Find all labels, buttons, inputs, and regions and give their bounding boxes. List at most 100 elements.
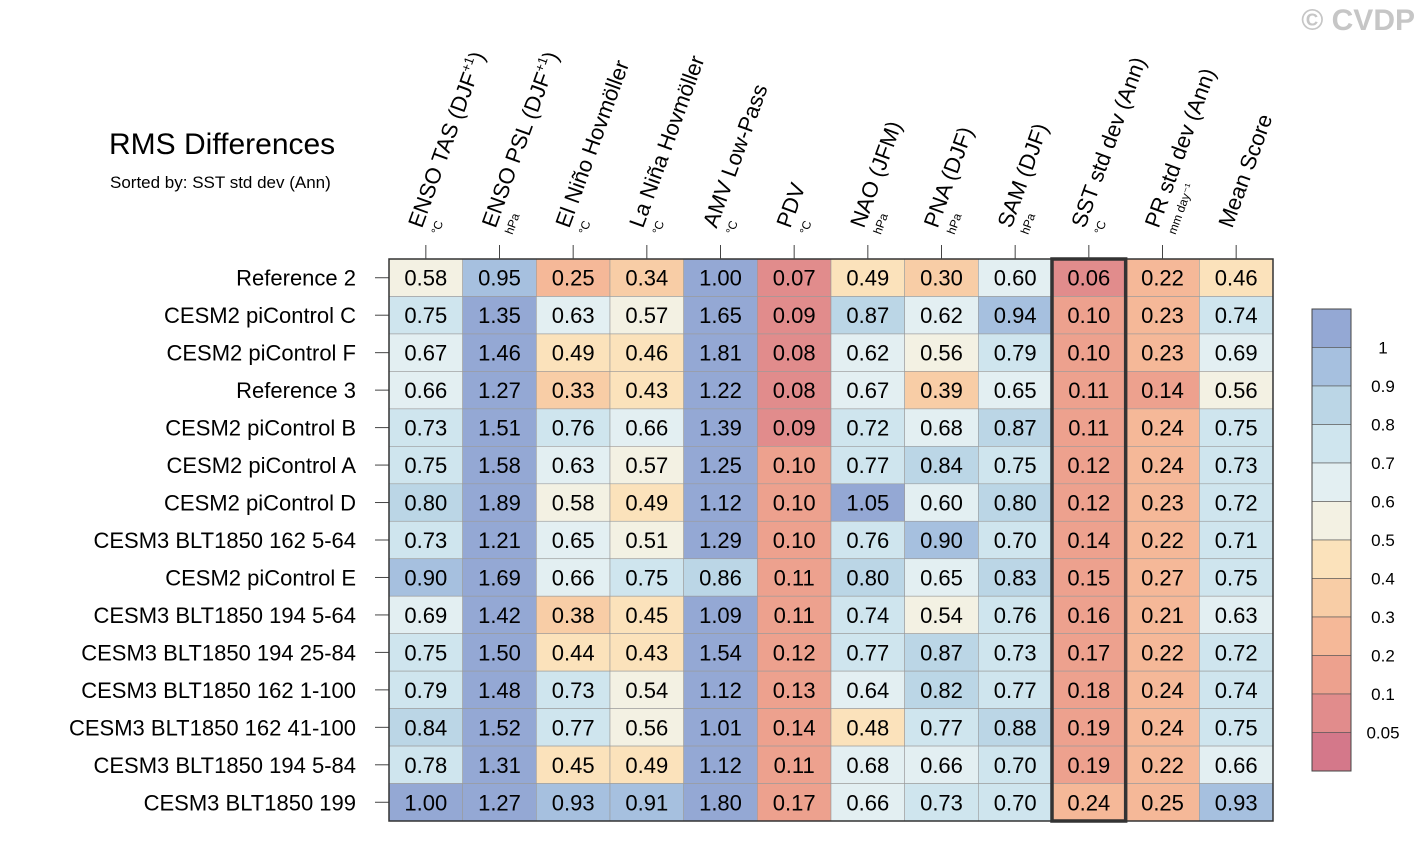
cell-value-label: 0.62 (846, 341, 889, 366)
cell-value-label: 0.80 (404, 491, 447, 516)
cell-value-label: 1.81 (699, 341, 742, 366)
cell-value-label: 0.22 (1141, 266, 1184, 291)
cell-value-label: 0.86 (699, 565, 742, 590)
cell-value-label: 0.73 (920, 790, 963, 815)
heatmap-cell (904, 708, 979, 747)
cell-value-label: 0.78 (404, 753, 447, 778)
cell-value-label: 0.11 (774, 603, 815, 628)
cell-value-label: 0.18 (1067, 678, 1110, 703)
heatmap-cell (757, 296, 832, 335)
row-label: CESM3 BLT1850 194 5-64 (93, 603, 356, 628)
heatmap-cell (757, 595, 832, 634)
heatmap-cell (1051, 520, 1126, 560)
heatmap-cell (462, 520, 537, 560)
heatmap-cell (683, 745, 758, 784)
heatmap-cell (904, 258, 979, 297)
cell-value-label: 0.65 (552, 528, 595, 553)
cell-value-label: 0.22 (1141, 528, 1184, 553)
cell-value-label: 0.70 (994, 528, 1037, 553)
heatmap-cell (1125, 333, 1200, 372)
column-label: SST std dev (Ann) (1066, 54, 1151, 231)
colorbar-tick-label: 0.2 (1371, 647, 1395, 666)
cell-value-label: 0.73 (552, 678, 595, 703)
heatmap-cell (1051, 483, 1126, 522)
heatmap-cell (536, 558, 611, 597)
cell-value-label: 0.72 (846, 416, 889, 441)
heatmap-cell (462, 708, 537, 747)
cell-value-label: 0.43 (625, 378, 668, 403)
cell-value-label: 0.75 (1215, 416, 1258, 441)
heatmap-cell (904, 745, 979, 784)
cell-value-label: 0.54 (625, 678, 668, 703)
cell-value-label: 1.05 (846, 491, 889, 516)
cell-value-label: 0.66 (552, 565, 595, 590)
column-unit: °C (1091, 218, 1109, 236)
heatmap-cell (462, 258, 537, 297)
cell-value-label: 0.07 (773, 266, 816, 291)
column-label: Mean Score (1213, 111, 1277, 231)
cell-value-label: 0.10 (773, 528, 816, 553)
cell-value-label: 0.30 (920, 266, 963, 291)
column-header: PDV°C (771, 179, 814, 236)
heatmap-cell (388, 333, 463, 372)
heatmap-cell (1051, 333, 1126, 372)
cell-value-label: 0.74 (1215, 303, 1258, 328)
heatmap-cell (609, 408, 684, 447)
cell-value-label: 0.10 (773, 453, 816, 478)
cell-value-label: 0.12 (1067, 491, 1110, 516)
heatmap-cell (757, 670, 832, 709)
cell-value-label: 1.31 (478, 753, 521, 778)
cell-value-label: 0.66 (625, 416, 668, 441)
cell-value-label: 0.08 (773, 341, 816, 366)
cell-value-label: 0.77 (846, 453, 889, 478)
heatmap-cell (978, 633, 1053, 672)
heatmap-cell (388, 670, 463, 709)
cell-value-label: 0.93 (1215, 790, 1258, 815)
cell-value-label: 0.66 (404, 378, 447, 403)
cell-value-label: 0.24 (1141, 453, 1184, 478)
heatmap-cell (388, 633, 463, 672)
cell-value-label: 0.34 (625, 266, 668, 291)
cell-value-label: 1.21 (478, 528, 521, 553)
heatmap-cell (609, 296, 684, 335)
heatmap-cell (904, 783, 979, 822)
colorbar-swatch (1311, 655, 1352, 695)
heatmap-cell (830, 520, 905, 560)
cell-value-label: 0.70 (994, 753, 1037, 778)
heatmap-cell (757, 371, 832, 410)
heatmap-cell (536, 670, 611, 709)
heatmap-cell (462, 333, 537, 372)
heatmap-cell (462, 783, 537, 822)
cell-value-label: 0.75 (625, 565, 668, 590)
cell-value-label: 0.90 (404, 565, 447, 590)
cell-value-label: 0.48 (846, 715, 889, 740)
cell-value-label: 0.17 (1067, 640, 1110, 665)
colorbar-tick-label: 0.7 (1371, 454, 1395, 473)
heatmap-cell (978, 595, 1053, 634)
cell-value-label: 0.38 (552, 603, 595, 628)
cell-value-label: 0.95 (478, 266, 521, 291)
heatmap-cell (609, 633, 684, 672)
colorbar-tick-label: 0.9 (1371, 377, 1395, 396)
heatmap-cell (1051, 595, 1126, 634)
heatmap-cell (978, 296, 1053, 335)
cell-value-label: 0.22 (1141, 640, 1184, 665)
heatmap-cell (978, 483, 1053, 522)
cell-value-label: 1.12 (699, 753, 742, 778)
cell-value-label: 0.80 (846, 565, 889, 590)
heatmap-cell (904, 446, 979, 485)
colorbar-swatch (1311, 347, 1352, 387)
heatmap-cell (757, 333, 832, 372)
cell-value-label: 0.87 (994, 416, 1037, 441)
cell-value-label: 0.70 (994, 790, 1037, 815)
heatmap-cell (830, 745, 905, 784)
heatmap-cell (757, 483, 832, 522)
heatmap-cell (830, 595, 905, 634)
cell-value-label: 0.56 (1215, 378, 1258, 403)
heatmap-cell (830, 296, 905, 335)
colorbar-swatch (1311, 308, 1352, 348)
cell-value-label: 0.19 (1067, 753, 1110, 778)
heatmap-cell (536, 296, 611, 335)
colorbar-border (1311, 308, 1352, 772)
heatmap-cell (1125, 483, 1200, 522)
